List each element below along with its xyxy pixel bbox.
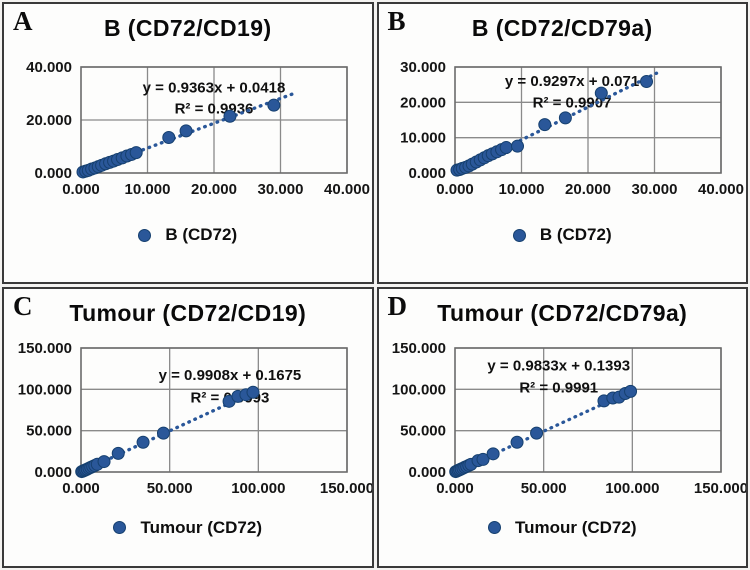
scatter-chart-d: 0.000 50.000 100.000 150.000 0.000 50.000 100.…: [392, 340, 748, 497]
y-tick-label: 20.000: [26, 112, 72, 129]
y-tick-label: 0.000: [409, 464, 447, 481]
y-tick-label: 50.000: [26, 422, 72, 439]
data-point: [267, 98, 281, 112]
data-point: [595, 86, 609, 100]
y-tick-label: 0.000: [34, 464, 72, 481]
x-tick-label: 50.000: [146, 480, 192, 497]
y-tick-label: 40.000: [26, 59, 72, 76]
chart-legend-a: B (CD72): [138, 225, 237, 245]
legend-marker-icon: [138, 228, 152, 242]
x-tick-label: 40.000: [324, 181, 370, 198]
data-point: [476, 452, 490, 466]
data-point: [499, 141, 513, 155]
panel-c: C Tumour (CD72/CD19) 0.000 50.000 100.000 1…: [2, 286, 374, 568]
plot-border: [454, 66, 723, 174]
y-tick-label: 0.000: [409, 165, 447, 182]
legend-marker-icon: [512, 228, 526, 242]
data-point: [97, 454, 111, 468]
data-point: [511, 139, 525, 153]
panel-letter-d: D: [387, 290, 408, 321]
x-tick-label: 0.000: [436, 480, 474, 497]
data-point: [486, 446, 500, 460]
legend-marker-icon: [487, 521, 501, 534]
trendline-equation: y = 0.9363x + 0.0418: [142, 79, 285, 96]
data-point: [624, 384, 638, 398]
panel-letter-b: B: [387, 6, 406, 36]
x-tick-label: 10.000: [499, 181, 545, 198]
legend-label-c: Tumour (CD72): [140, 517, 262, 537]
chart-legend-d: Tumour (CD72): [487, 517, 637, 538]
plot-border: [454, 346, 723, 473]
legend-label-d: Tumour (CD72): [514, 517, 637, 537]
data-point: [136, 435, 150, 449]
x-tick-label: 0.000: [62, 480, 100, 497]
chart-legend-c: Tumour (CD72): [113, 518, 262, 538]
plot-border: [79, 346, 348, 473]
plot-border: [79, 66, 348, 174]
x-tick-label: 100.000: [605, 480, 659, 497]
panel-b: B B (CD72/CD79a) 0.000 10.000 20.000 30.000…: [376, 2, 748, 284]
data-point: [162, 130, 176, 144]
chart-legend-b: B (CD72): [512, 225, 612, 245]
trendline-equation: y = 0.9297x + 0.071: [505, 73, 639, 90]
trendline: [453, 71, 659, 175]
scatter-chart-b: 0.000 10.000 20.000 30.000 0.000 10.000 20.000…: [400, 59, 744, 198]
chart-title-d: Tumour (CD72/CD79a): [437, 299, 688, 326]
x-tick-label: 50.000: [521, 480, 567, 497]
chart-title-a: B (CD72/CD19): [103, 15, 272, 41]
chart-title-c: Tumour (CD72/CD19): [69, 299, 307, 326]
y-tick-label: 0.000: [34, 165, 72, 182]
data-point: [538, 118, 552, 132]
data-point: [179, 124, 193, 138]
x-tick-label: 0.000: [62, 181, 100, 198]
y-tick-label: 100.000: [18, 381, 72, 398]
y-tick-label: 150.000: [392, 340, 446, 357]
x-tick-label: 20.000: [565, 181, 611, 198]
data-point: [111, 446, 125, 460]
data-point: [129, 146, 143, 160]
trendline-equation: y = 0.9833x + 0.1393: [488, 357, 631, 374]
y-tick-label: 30.000: [400, 59, 446, 76]
trendline: [79, 387, 260, 474]
panel-d: D Tumour (CD72/CD79a) 0.000 50.000 100.000…: [376, 286, 748, 568]
y-tick-label: 100.000: [392, 381, 446, 398]
y-tick-label: 150.000: [18, 340, 72, 357]
data-point: [640, 74, 654, 88]
legend-label-b: B (CD72): [539, 225, 612, 244]
y-tick-label: 20.000: [400, 94, 446, 111]
x-tick-label: 40.000: [698, 181, 744, 198]
legend-marker-icon: [113, 521, 127, 534]
x-tick-label: 30.000: [257, 181, 303, 198]
data-point: [223, 109, 237, 123]
x-tick-label: 10.000: [124, 181, 170, 198]
data-point: [246, 385, 260, 399]
legend-label-a: B (CD72): [165, 225, 238, 244]
scatter-chart-c: 0.000 50.000 100.000 150.000 0.000 50.000 100.…: [18, 340, 374, 497]
data-point: [530, 426, 544, 440]
panel-a: A B (CD72/CD19) 0.000 20.000 40.000 0.000 10…: [2, 2, 374, 284]
data-point: [510, 435, 524, 449]
trendline-equation: y = 0.9908x + 0.1675: [158, 367, 301, 384]
data-point: [156, 426, 170, 440]
x-tick-label: 100.000: [231, 480, 285, 497]
r-squared-label: R² = 0.9936: [174, 101, 253, 118]
x-tick-label: 0.000: [436, 181, 474, 198]
r-squared-label: R² = 0.9991: [520, 379, 599, 396]
scatter-chart-a: 0.000 20.000 40.000 0.000 10.000 20.000 30.000…: [26, 59, 370, 198]
panel-letter-a: A: [13, 6, 33, 36]
y-tick-label: 50.000: [400, 422, 446, 439]
panel-letter-c: C: [13, 290, 33, 321]
x-tick-label: 30.000: [632, 181, 678, 198]
x-tick-label: 150.000: [320, 480, 374, 497]
data-point: [559, 111, 573, 125]
x-tick-label: 20.000: [191, 181, 237, 198]
chart-title-b: B (CD72/CD79a): [471, 15, 653, 41]
x-tick-label: 150.000: [694, 480, 748, 497]
y-tick-label: 10.000: [400, 130, 446, 147]
